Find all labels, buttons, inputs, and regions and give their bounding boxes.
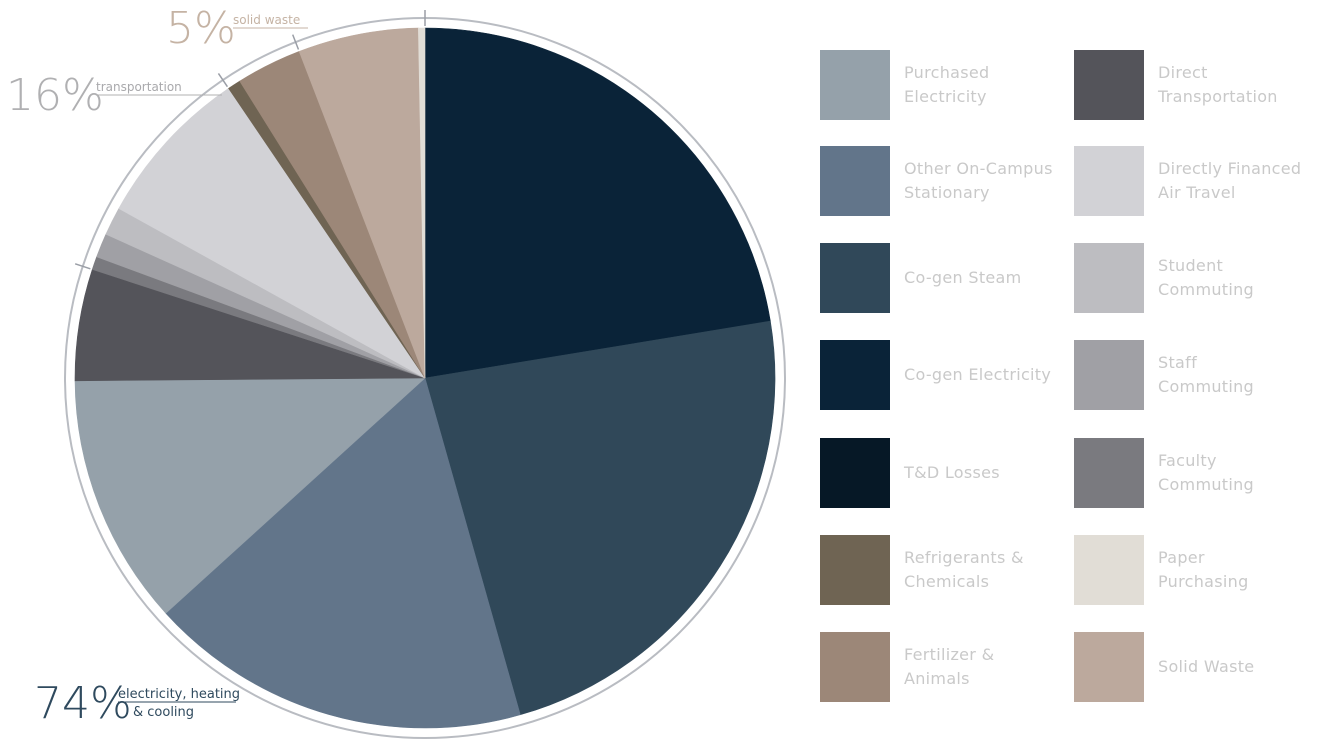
ring-tick-1: [217, 73, 229, 88]
callout-solid-waste-percent: 5%: [166, 3, 236, 54]
callout-electricity-percent: 74%: [34, 678, 132, 729]
callout-transportation-label: transportation: [96, 80, 182, 94]
group-ring: [64, 10, 786, 739]
pie-slice-paper-purchasing: [418, 27, 426, 379]
callout-electricity-label-1: electricity, heating: [118, 687, 240, 702]
pie-slice-co-gen-electricity: [424, 27, 771, 379]
pie-slice-purchased-electricity: [74, 377, 426, 614]
pie-slice-other-on-campus-stationary: [165, 377, 521, 729]
callout-transportation-percent: 16%: [6, 70, 104, 121]
ring-tick-0: [74, 263, 91, 270]
pie-slice-directly-financed-air-travel: [118, 87, 426, 379]
callout-solid-waste: 5% solid waste: [166, 3, 308, 54]
callout-electricity: 74% electricity, heating & cooling: [34, 678, 240, 729]
callout-transportation: 16% transportation: [6, 70, 222, 121]
callout-solid-waste-label: solid waste: [233, 13, 300, 27]
pie-slices: [74, 27, 776, 729]
ring-tick-2: [292, 34, 300, 50]
pie-slice-co-gen-steam: [424, 320, 776, 716]
callout-electricity-label-2: & cooling: [133, 705, 194, 720]
